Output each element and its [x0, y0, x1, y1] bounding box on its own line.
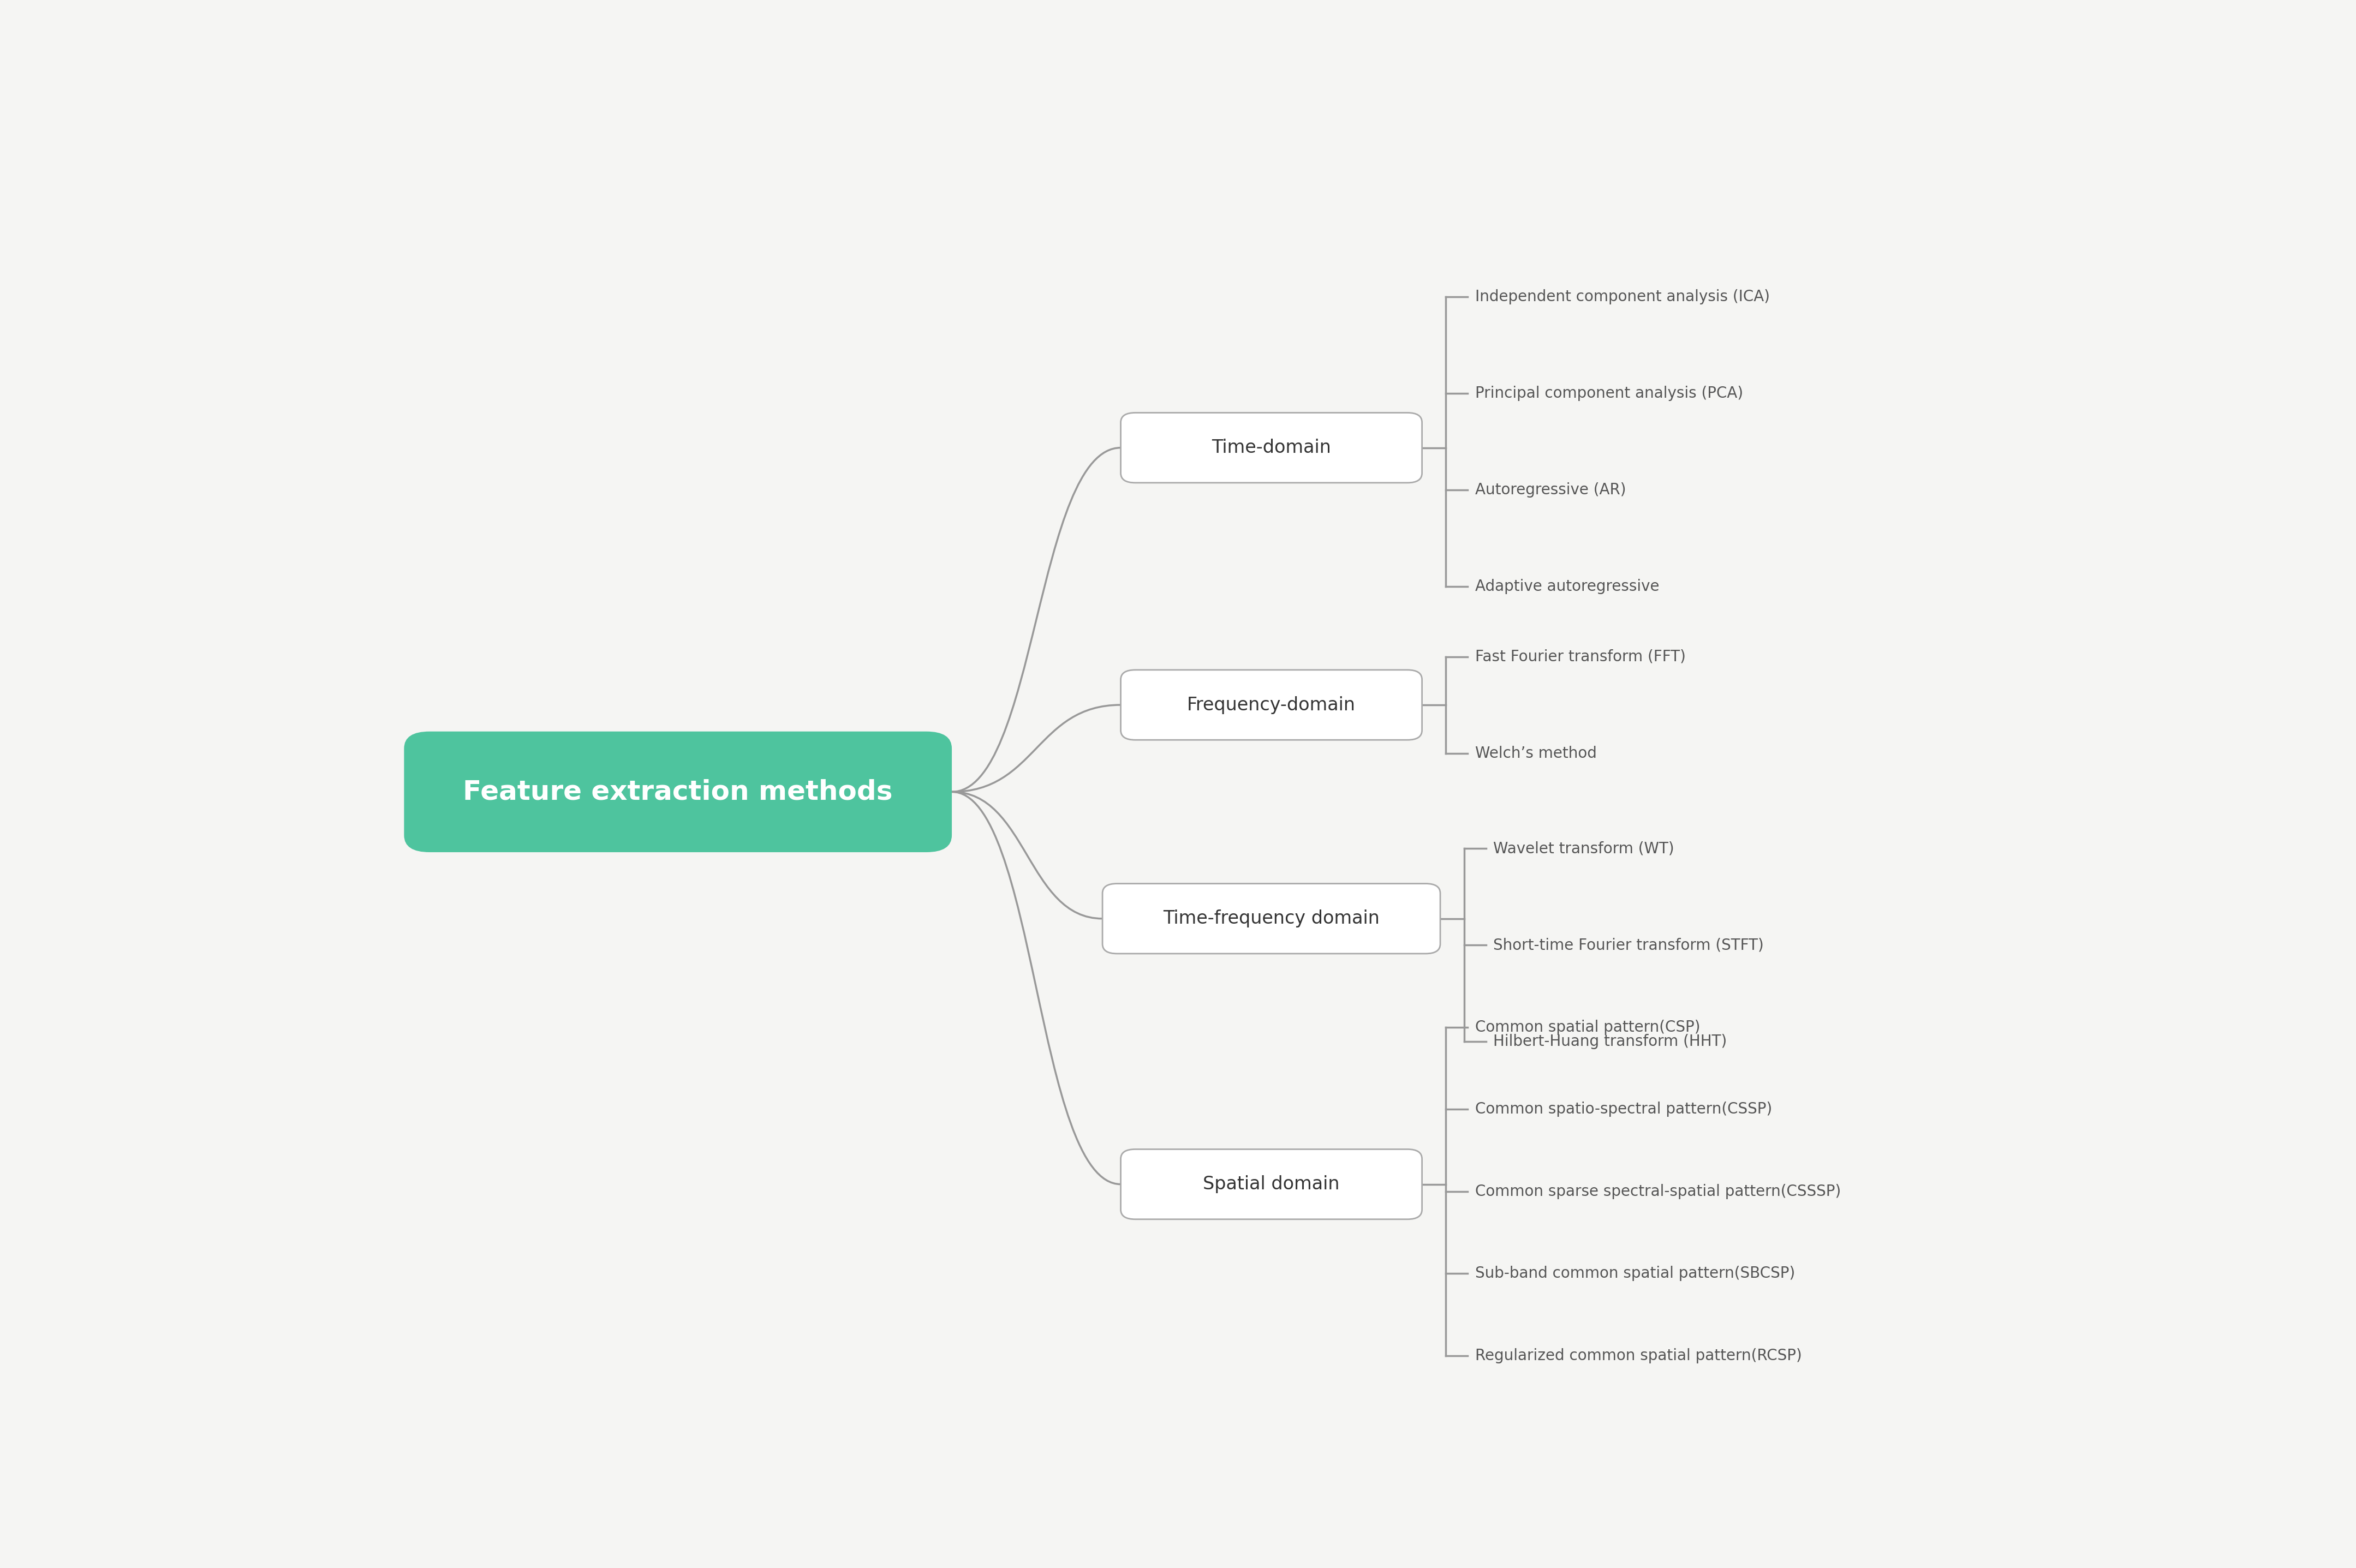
Text: Regularized common spatial pattern(RCSP): Regularized common spatial pattern(RCSP) — [1475, 1348, 1802, 1363]
Text: Hilbert-Huang transform (HHT): Hilbert-Huang transform (HHT) — [1494, 1035, 1727, 1049]
Text: Common spatial pattern(CSP): Common spatial pattern(CSP) — [1475, 1019, 1701, 1035]
Text: Sub-band common spatial pattern(SBCSP): Sub-band common spatial pattern(SBCSP) — [1475, 1265, 1795, 1281]
Text: Adaptive autoregressive: Adaptive autoregressive — [1475, 579, 1659, 594]
Text: Time-domain: Time-domain — [1211, 439, 1331, 456]
Text: Independent component analysis (ICA): Independent component analysis (ICA) — [1475, 289, 1769, 304]
Text: Common spatio-spectral pattern(CSSP): Common spatio-spectral pattern(CSSP) — [1475, 1102, 1772, 1116]
Text: Time-frequency domain: Time-frequency domain — [1164, 909, 1381, 928]
FancyBboxPatch shape — [405, 731, 952, 853]
Text: Feature extraction methods: Feature extraction methods — [464, 779, 893, 804]
FancyBboxPatch shape — [1121, 1149, 1423, 1220]
FancyBboxPatch shape — [1103, 884, 1440, 953]
FancyBboxPatch shape — [1121, 412, 1423, 483]
Text: Frequency-domain: Frequency-domain — [1187, 696, 1355, 713]
FancyBboxPatch shape — [1121, 670, 1423, 740]
Text: Autoregressive (AR): Autoregressive (AR) — [1475, 483, 1626, 497]
Text: Common sparse spectral-spatial pattern(CSSSP): Common sparse spectral-spatial pattern(C… — [1475, 1184, 1840, 1200]
Text: Principal component analysis (PCA): Principal component analysis (PCA) — [1475, 386, 1743, 401]
Text: Spatial domain: Spatial domain — [1204, 1176, 1341, 1193]
Text: Welch’s method: Welch’s method — [1475, 745, 1597, 760]
Text: Fast Fourier transform (FFT): Fast Fourier transform (FFT) — [1475, 649, 1685, 665]
Text: Wavelet transform (WT): Wavelet transform (WT) — [1494, 840, 1675, 856]
Text: Short-time Fourier transform (STFT): Short-time Fourier transform (STFT) — [1494, 938, 1765, 953]
